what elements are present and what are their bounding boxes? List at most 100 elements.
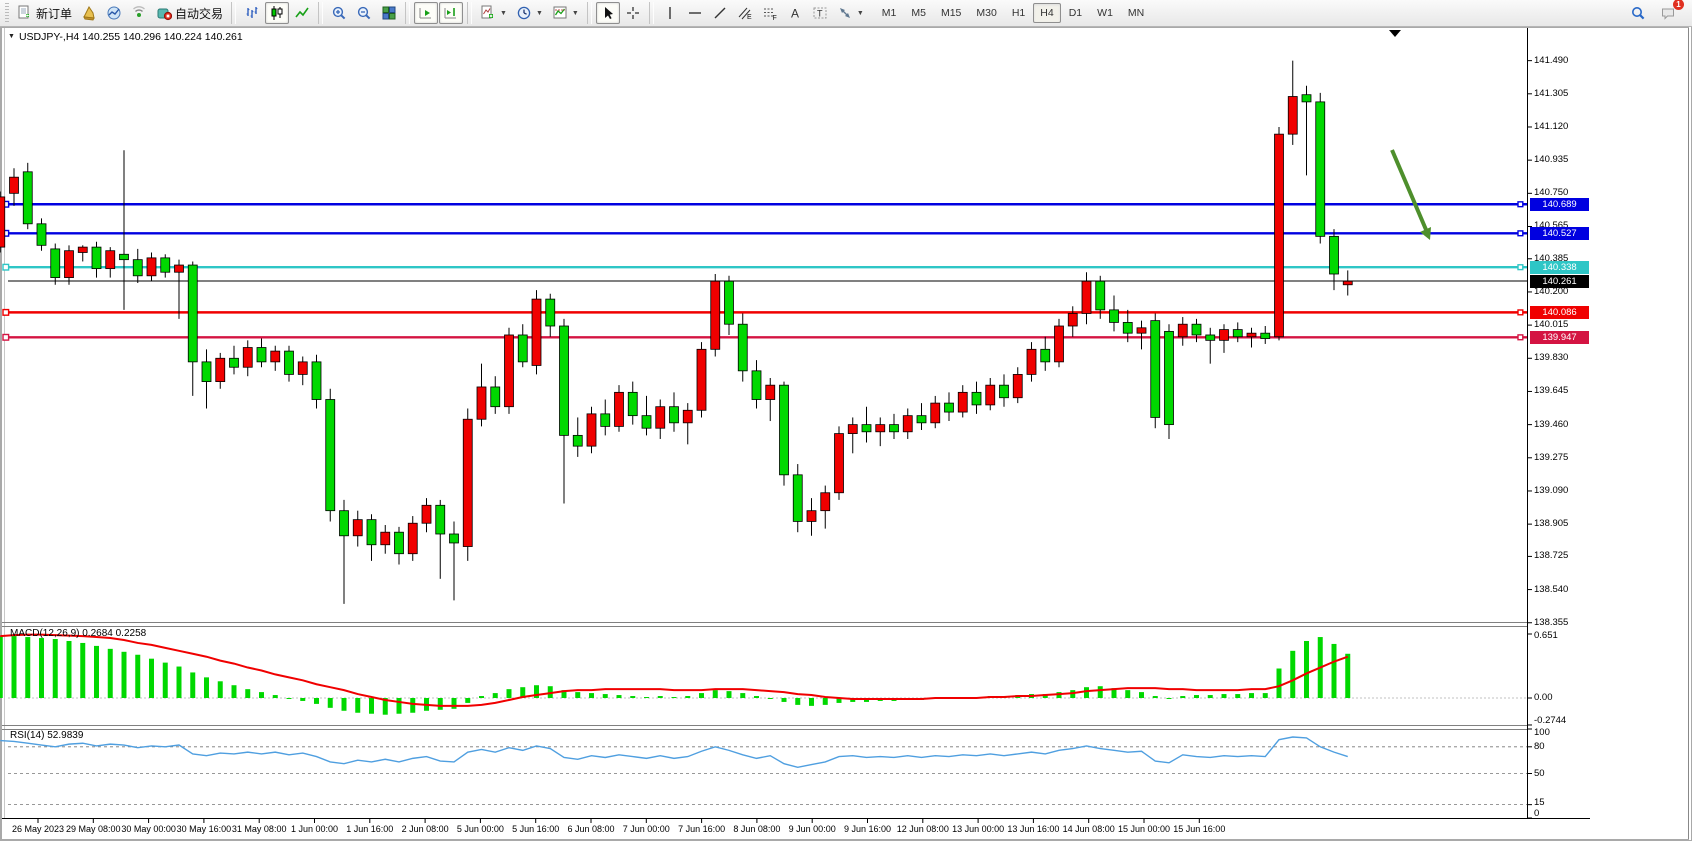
svg-text:E: E (747, 14, 752, 21)
timeframe-m30[interactable]: M30 (976, 7, 997, 19)
toolbar-right-group: 1 (1626, 0, 1688, 24)
time-axis-label: 15 Jun 16:00 (1173, 824, 1226, 834)
line-anchor-handle[interactable] (1517, 201, 1524, 208)
channel-button[interactable]: E (733, 2, 757, 24)
toolbar-separator (586, 2, 592, 24)
autotrading-icon (156, 5, 173, 21)
periods-button[interactable]: ▼ (512, 2, 547, 24)
trendline-button[interactable] (708, 2, 732, 24)
signals-button[interactable] (127, 2, 151, 24)
toolbar-separator (231, 2, 237, 24)
toolbar-separator (318, 2, 324, 24)
bar-chart-button[interactable] (240, 2, 264, 24)
macd-histogram (0, 636, 1351, 715)
zoom-out-icon (356, 5, 372, 21)
line-anchor-handle[interactable] (2, 333, 10, 341)
cursor-icon (600, 5, 616, 21)
chart-window[interactable] (0, 27, 1692, 841)
trend-arrow-annotation[interactable] (1390, 149, 1429, 233)
timeframe-m1[interactable]: M1 (881, 7, 897, 19)
price-axis-label: 140.385 (1534, 252, 1569, 264)
signals-icon (131, 5, 147, 21)
price-axis-label: 141.305 (1534, 87, 1569, 99)
new-order-icon (17, 5, 33, 21)
templates-button[interactable]: ▼ (548, 2, 583, 24)
toolbar-button-label: 新订单 (36, 6, 73, 21)
svg-text:A: A (791, 7, 799, 21)
chart-shift-marker[interactable] (1389, 30, 1401, 37)
level-price-tag[interactable]: 140.338 (1530, 260, 1589, 274)
level-price-tag[interactable]: 140.527 (1530, 226, 1589, 240)
chevron-down-icon[interactable]: ▼ (571, 9, 579, 17)
profiles-button[interactable] (77, 2, 101, 24)
line-anchor-handle[interactable] (2, 308, 10, 316)
toolbar-grip (5, 3, 9, 23)
level-price-tag[interactable]: 139.947 (1530, 330, 1589, 344)
time-axis-label: 12 Jun 08:00 (896, 824, 949, 834)
arrows-button[interactable]: ▼ (833, 2, 868, 24)
chevron-down-icon[interactable]: ▼ (856, 9, 864, 17)
time-axis-label: 30 May 16:00 (176, 824, 232, 834)
tile-windows-button[interactable] (377, 2, 401, 24)
timeframe-w1[interactable]: W1 (1097, 7, 1113, 19)
timeframe-h1[interactable]: H1 (1011, 7, 1026, 19)
candles-layer (0, 60, 1353, 604)
trend-arrow-head[interactable] (1420, 227, 1431, 240)
vertical-line-button[interactable] (658, 2, 682, 24)
zoom-in-button[interactable] (327, 2, 351, 24)
price-axis-label: 140.750 (1534, 187, 1569, 199)
line-anchor-handle[interactable] (1517, 334, 1524, 341)
alerts-button[interactable]: 1 (1656, 0, 1684, 24)
search-button[interactable] (1626, 2, 1650, 24)
timeframe-d1[interactable]: D1 (1068, 7, 1083, 19)
price-axis-label: 139.090 (1534, 484, 1569, 496)
fibonacci-button[interactable]: F (758, 2, 782, 24)
autotrading-button[interactable]: 自动交易 (152, 2, 227, 24)
zoom-out-button[interactable] (352, 2, 376, 24)
tile-windows-icon (381, 5, 397, 21)
time-axis-label: 13 Jun 16:00 (1007, 824, 1060, 834)
chart-shift-button[interactable] (439, 2, 464, 24)
candlestick-chart-icon (269, 5, 285, 21)
auto-scroll-button[interactable] (414, 2, 439, 24)
line-chart-button[interactable] (290, 2, 314, 24)
chart-window-frame (1, 27, 1689, 840)
periods-icon (516, 5, 532, 21)
price-axis-label: 141.120 (1534, 120, 1569, 132)
time-axis-label: 5 Jun 00:00 (456, 824, 504, 834)
horizontal-line-button[interactable] (683, 2, 707, 24)
market-watch-button[interactable] (102, 2, 126, 24)
line-anchor-handle[interactable] (1517, 230, 1524, 237)
time-axis-label: 1 Jun 16:00 (346, 824, 394, 834)
text-label-button[interactable]: T (808, 2, 832, 24)
chevron-down-icon[interactable]: ▼ (8, 33, 15, 40)
line-anchor-handle[interactable] (2, 263, 10, 271)
text-button[interactable]: A (783, 2, 807, 24)
bar-chart-icon (244, 5, 260, 21)
price-axis-label: 140.565 (1534, 220, 1568, 231)
line-anchor-handle[interactable] (1517, 264, 1524, 271)
candlestick-chart-button[interactable] (265, 2, 290, 24)
cursor-button[interactable] (595, 2, 620, 24)
time-axis-label: 5 Jun 16:00 (512, 824, 560, 834)
chart-title-text: USDJPY-,H4 140.255 140.296 140.224 140.2… (18, 31, 243, 43)
timeframe-h4[interactable]: H4 (1033, 3, 1061, 23)
new-order-button[interactable]: 新订单 (13, 2, 76, 24)
chevron-down-icon[interactable]: ▼ (500, 9, 507, 17)
current-price-tag[interactable]: 140.261 (1530, 274, 1589, 288)
timeframe-m15[interactable]: M15 (940, 7, 962, 19)
timeframe-m5[interactable]: M5 (911, 7, 926, 19)
horizontal-line-icon (687, 5, 703, 21)
crosshair-icon (625, 5, 641, 21)
indicators-button[interactable]: ▼ (476, 2, 511, 24)
rsi-scale-label: 100 (1534, 727, 1550, 738)
crosshair-button[interactable] (621, 2, 645, 24)
timeframe-mn[interactable]: MN (1127, 7, 1145, 19)
chevron-down-icon[interactable]: ▼ (535, 9, 543, 17)
time-axis-label: 13 Jun 00:00 (952, 824, 1005, 834)
line-anchor-handle[interactable] (1517, 309, 1524, 316)
macd-scale-label: -0.2744 (1534, 714, 1567, 726)
level-price-tag[interactable]: 140.689 (1530, 197, 1589, 211)
level-price-tag[interactable]: 140.086 (1530, 305, 1589, 319)
